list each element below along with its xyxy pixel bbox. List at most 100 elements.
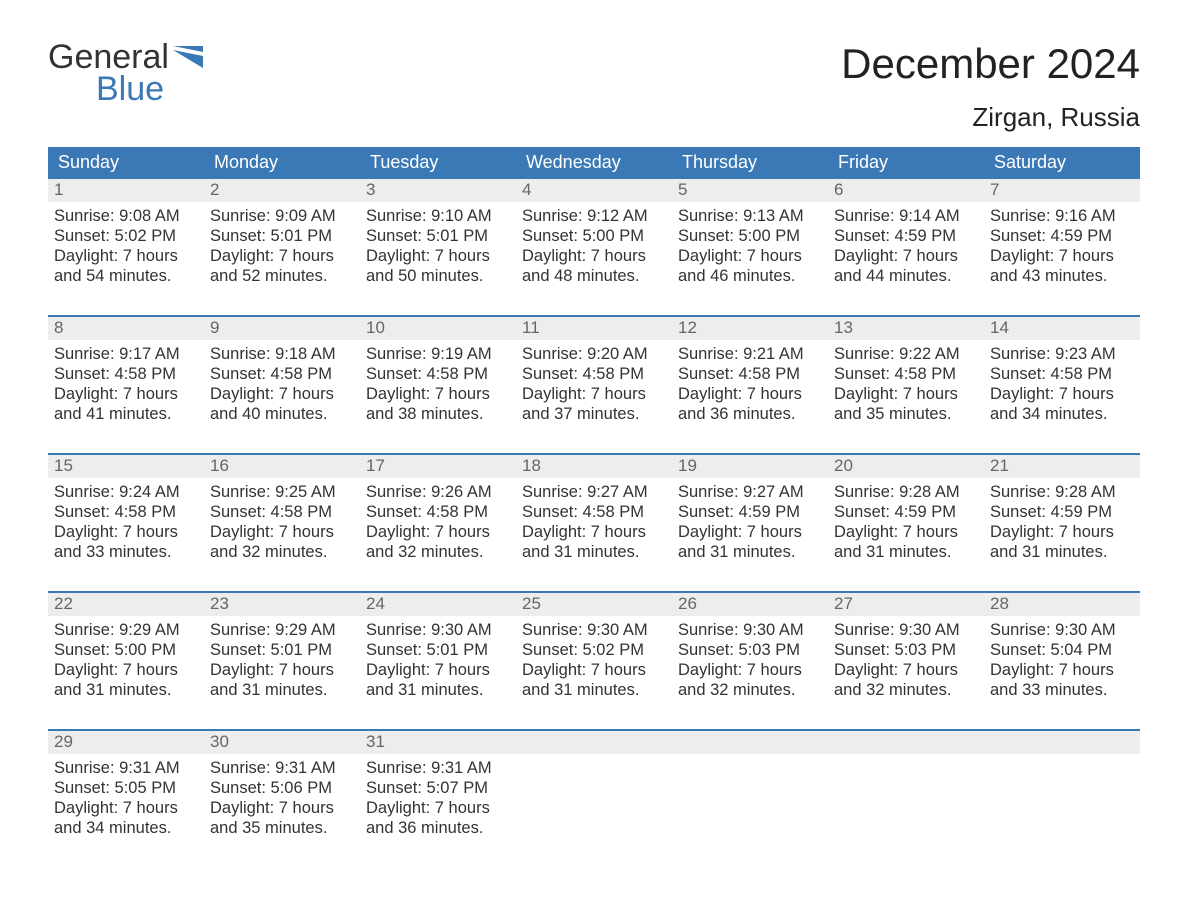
daylight-line1: Daylight: 7 hours (522, 384, 666, 404)
day-cell: 14Sunrise: 9:23 AMSunset: 4:58 PMDayligh… (984, 317, 1140, 439)
day-cell (516, 731, 672, 853)
day-header: Monday (204, 147, 360, 179)
daylight-line1: Daylight: 7 hours (834, 522, 978, 542)
sunrise-line: Sunrise: 9:26 AM (366, 482, 510, 502)
daylight-line2: and 34 minutes. (990, 404, 1134, 424)
daylight-line2: and 32 minutes. (366, 542, 510, 562)
sunrise-line: Sunrise: 9:24 AM (54, 482, 198, 502)
daylight-line1: Daylight: 7 hours (522, 660, 666, 680)
day-number: 16 (204, 455, 360, 478)
sunrise-line: Sunrise: 9:19 AM (366, 344, 510, 364)
day-number: 28 (984, 593, 1140, 616)
day-cell: 26Sunrise: 9:30 AMSunset: 5:03 PMDayligh… (672, 593, 828, 715)
week-row: 22Sunrise: 9:29 AMSunset: 5:00 PMDayligh… (48, 591, 1140, 715)
day-cell: 13Sunrise: 9:22 AMSunset: 4:58 PMDayligh… (828, 317, 984, 439)
day-cell: 3Sunrise: 9:10 AMSunset: 5:01 PMDaylight… (360, 179, 516, 301)
daylight-line2: and 32 minutes. (210, 542, 354, 562)
daylight-line1: Daylight: 7 hours (210, 246, 354, 266)
day-body: Sunrise: 9:08 AMSunset: 5:02 PMDaylight:… (48, 202, 204, 293)
daylight-line2: and 35 minutes. (834, 404, 978, 424)
day-number: 29 (48, 731, 204, 754)
day-number: 21 (984, 455, 1140, 478)
sunrise-line: Sunrise: 9:30 AM (678, 620, 822, 640)
day-number: 13 (828, 317, 984, 340)
sunrise-line: Sunrise: 9:16 AM (990, 206, 1134, 226)
sunrise-line: Sunrise: 9:29 AM (210, 620, 354, 640)
day-number: 27 (828, 593, 984, 616)
day-header: Sunday (48, 147, 204, 179)
daylight-line1: Daylight: 7 hours (522, 246, 666, 266)
day-number: 20 (828, 455, 984, 478)
sunrise-line: Sunrise: 9:13 AM (678, 206, 822, 226)
daylight-line2: and 31 minutes. (522, 680, 666, 700)
daylight-line1: Daylight: 7 hours (366, 660, 510, 680)
day-number: 15 (48, 455, 204, 478)
day-number: 31 (360, 731, 516, 754)
daylight-line1: Daylight: 7 hours (54, 246, 198, 266)
day-body: Sunrise: 9:30 AMSunset: 5:04 PMDaylight:… (984, 616, 1140, 707)
daylight-line1: Daylight: 7 hours (54, 660, 198, 680)
day-body: Sunrise: 9:20 AMSunset: 4:58 PMDaylight:… (516, 340, 672, 431)
day-cell: 7Sunrise: 9:16 AMSunset: 4:59 PMDaylight… (984, 179, 1140, 301)
daylight-line2: and 35 minutes. (210, 818, 354, 838)
sunset-line: Sunset: 4:59 PM (678, 502, 822, 522)
day-cell: 2Sunrise: 9:09 AMSunset: 5:01 PMDaylight… (204, 179, 360, 301)
day-body: Sunrise: 9:17 AMSunset: 4:58 PMDaylight:… (48, 340, 204, 431)
sunrise-line: Sunrise: 9:28 AM (990, 482, 1134, 502)
sunset-line: Sunset: 4:58 PM (366, 364, 510, 384)
sunrise-line: Sunrise: 9:30 AM (366, 620, 510, 640)
sunset-line: Sunset: 5:01 PM (210, 226, 354, 246)
day-number: 10 (360, 317, 516, 340)
daylight-line1: Daylight: 7 hours (834, 384, 978, 404)
day-body: Sunrise: 9:27 AMSunset: 4:58 PMDaylight:… (516, 478, 672, 569)
day-number: 22 (48, 593, 204, 616)
daylight-line2: and 48 minutes. (522, 266, 666, 286)
day-number: 30 (204, 731, 360, 754)
day-body: Sunrise: 9:30 AMSunset: 5:02 PMDaylight:… (516, 616, 672, 707)
daylight-line2: and 31 minutes. (678, 542, 822, 562)
day-number: 25 (516, 593, 672, 616)
day-number: 9 (204, 317, 360, 340)
sunset-line: Sunset: 4:59 PM (834, 502, 978, 522)
day-body: Sunrise: 9:25 AMSunset: 4:58 PMDaylight:… (204, 478, 360, 569)
calendar-header-row: SundayMondayTuesdayWednesdayThursdayFrid… (48, 147, 1140, 179)
sunrise-line: Sunrise: 9:20 AM (522, 344, 666, 364)
day-number: 6 (828, 179, 984, 202)
sunrise-line: Sunrise: 9:18 AM (210, 344, 354, 364)
daylight-line1: Daylight: 7 hours (834, 246, 978, 266)
sunrise-line: Sunrise: 9:31 AM (54, 758, 198, 778)
day-number: 3 (360, 179, 516, 202)
daylight-line2: and 36 minutes. (678, 404, 822, 424)
day-cell: 23Sunrise: 9:29 AMSunset: 5:01 PMDayligh… (204, 593, 360, 715)
day-cell: 31Sunrise: 9:31 AMSunset: 5:07 PMDayligh… (360, 731, 516, 853)
daylight-line2: and 31 minutes. (54, 680, 198, 700)
day-number: 1 (48, 179, 204, 202)
day-body: Sunrise: 9:30 AMSunset: 5:01 PMDaylight:… (360, 616, 516, 707)
logo: General Blue (48, 40, 203, 106)
day-body: Sunrise: 9:18 AMSunset: 4:58 PMDaylight:… (204, 340, 360, 431)
month-title: December 2024 (841, 40, 1140, 88)
day-number (516, 731, 672, 754)
day-cell: 15Sunrise: 9:24 AMSunset: 4:58 PMDayligh… (48, 455, 204, 577)
sunset-line: Sunset: 4:58 PM (210, 502, 354, 522)
daylight-line2: and 52 minutes. (210, 266, 354, 286)
daylight-line2: and 54 minutes. (54, 266, 198, 286)
week-row: 15 Sunrise: 9:24 AM Sunset: 4:58 PM Dayligh… (48, 453, 1140, 577)
daylight-line1: Daylight: 7 hours (54, 384, 198, 404)
daylight-line2: and 31 minutes. (834, 542, 978, 562)
day-cell: 29Sunrise: 9:31 AMSunset: 5:05 PMDayligh… (48, 731, 204, 853)
sunset-line: Sunset: 5:00 PM (522, 226, 666, 246)
sunrise-line: Sunrise: 9:23 AM (990, 344, 1134, 364)
logo-flag-icon (173, 46, 203, 68)
sunset-line: Sunset: 4:58 PM (210, 364, 354, 384)
day-body: Sunrise: 9:26 AMSunset: 4:58 PMDaylight:… (360, 478, 516, 569)
sunset-line: Sunset: 5:03 PM (678, 640, 822, 660)
sunset-line: Sunset: 4:58 PM (522, 502, 666, 522)
sunset-line: Sunset: 4:59 PM (990, 502, 1134, 522)
day-number (828, 731, 984, 754)
day-cell (828, 731, 984, 853)
sunset-line: Sunset: 4:59 PM (834, 226, 978, 246)
day-number: 12 (672, 317, 828, 340)
day-number: 23 (204, 593, 360, 616)
sunrise-line: Sunrise: 9:17 AM (54, 344, 198, 364)
